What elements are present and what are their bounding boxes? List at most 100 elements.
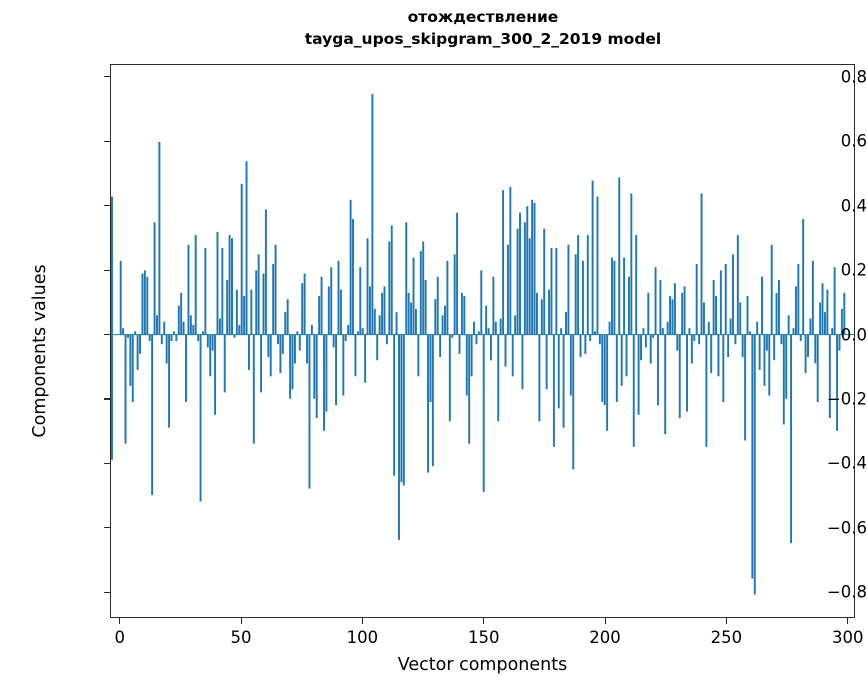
bar <box>780 334 783 345</box>
bar <box>523 222 526 335</box>
y-tick-mark <box>104 334 110 336</box>
bar <box>533 203 536 335</box>
bar <box>247 334 250 370</box>
bar <box>763 334 766 386</box>
bar <box>335 334 338 406</box>
bar <box>751 334 754 579</box>
bar <box>342 334 345 396</box>
bar <box>354 334 357 377</box>
bar <box>352 219 354 335</box>
bar <box>627 276 630 335</box>
bar <box>315 334 318 419</box>
x-tick-label: 100 <box>346 628 379 647</box>
bar <box>611 257 613 335</box>
bar <box>778 280 780 335</box>
bar <box>410 302 413 335</box>
bar <box>707 321 710 335</box>
bar <box>785 334 788 399</box>
bar <box>175 334 178 341</box>
x-tick-label: 0 <box>114 628 125 647</box>
bar <box>690 334 693 364</box>
bar <box>385 334 388 345</box>
bar <box>531 199 534 335</box>
bar <box>550 247 553 335</box>
bar <box>647 292 650 335</box>
bar <box>494 321 497 335</box>
bar <box>356 331 359 335</box>
bar <box>552 334 555 447</box>
bar <box>456 212 459 335</box>
bar <box>228 235 231 335</box>
bar <box>281 334 284 354</box>
bar <box>761 276 763 335</box>
bar <box>141 273 144 335</box>
bar <box>489 334 492 361</box>
bar <box>683 286 686 335</box>
bar <box>194 235 197 335</box>
bar <box>378 315 381 335</box>
bar <box>436 276 439 335</box>
bar <box>414 308 417 335</box>
bar <box>122 328 125 335</box>
bar <box>327 286 330 335</box>
bar <box>799 334 802 341</box>
bar <box>368 286 371 335</box>
bar <box>649 334 652 364</box>
bar <box>601 334 604 402</box>
bar <box>586 235 589 335</box>
bar <box>836 334 839 431</box>
bar <box>308 334 311 489</box>
bar <box>734 334 737 345</box>
bar <box>744 334 747 441</box>
bar <box>787 315 790 335</box>
bar <box>816 334 819 402</box>
bar <box>446 260 449 335</box>
bar <box>727 334 730 358</box>
bar <box>768 334 771 396</box>
bar <box>637 334 640 415</box>
bar <box>470 334 473 377</box>
bar <box>577 235 580 335</box>
bar <box>463 296 466 335</box>
bar <box>809 318 812 335</box>
bar <box>364 334 367 383</box>
bar <box>598 334 601 345</box>
bar <box>390 225 393 335</box>
bar <box>448 334 451 422</box>
bar <box>221 247 224 335</box>
bar <box>473 321 476 335</box>
bar <box>782 334 785 425</box>
bar <box>255 270 258 335</box>
y-tick-mark <box>104 527 110 529</box>
bar <box>509 186 512 335</box>
bar <box>111 196 113 335</box>
bar <box>560 328 563 335</box>
bar <box>129 334 132 386</box>
bar <box>623 257 626 335</box>
y-axis-label: Components values <box>30 264 50 438</box>
bar <box>666 321 669 335</box>
bar <box>160 334 163 345</box>
bar <box>293 334 296 364</box>
bar <box>126 334 129 338</box>
bar <box>630 193 633 335</box>
bar <box>180 292 183 335</box>
bar <box>238 324 241 335</box>
bar <box>298 334 301 351</box>
bar <box>209 334 212 377</box>
bar <box>402 334 405 486</box>
bar <box>770 244 773 335</box>
x-tick-mark <box>725 618 727 624</box>
bar <box>480 270 483 335</box>
x-tick-label: 150 <box>467 628 500 647</box>
bar <box>332 334 335 348</box>
bar <box>460 292 463 335</box>
bar <box>388 241 391 335</box>
bar <box>192 324 195 335</box>
bar <box>429 334 432 402</box>
bar <box>831 328 834 335</box>
bar <box>807 334 809 358</box>
bar <box>262 273 265 335</box>
bar <box>359 267 362 335</box>
bar <box>676 334 679 351</box>
